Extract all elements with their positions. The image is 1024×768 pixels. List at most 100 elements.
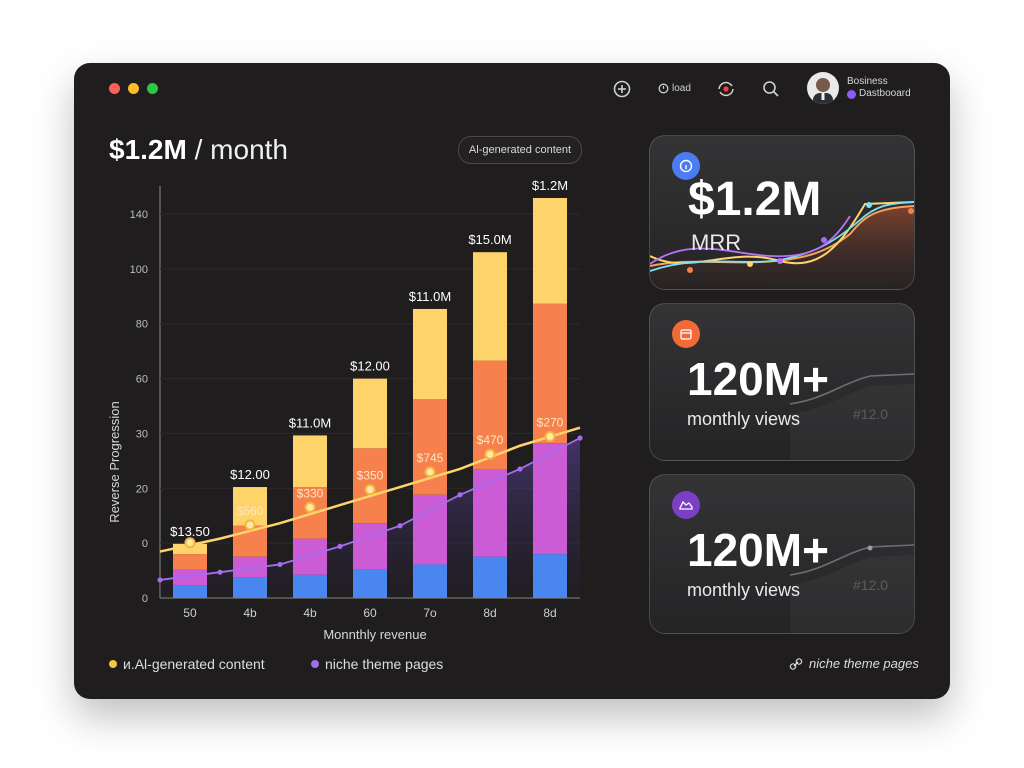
views-label-1: monthly views	[687, 409, 801, 429]
bar-top-label: $11.0M	[409, 289, 451, 304]
legend-item-ai[interactable]: и.Al-generated content	[109, 656, 265, 672]
niche-pages-link-label: niche theme pages	[809, 656, 919, 671]
bar-segment	[233, 556, 267, 578]
revenue-chart: 0 0 20 30 60 80 100 140 $13.50 50 $12.00 4b $11.0M 4b…	[107, 178, 583, 642]
y-tick-label: 20	[136, 483, 148, 495]
bar-segment	[473, 468, 507, 557]
bar-segment	[533, 554, 567, 598]
bar-segment	[173, 585, 207, 598]
trend-point-yellow	[184, 537, 196, 549]
bar-segment	[533, 443, 567, 555]
close-window-button[interactable]	[109, 83, 120, 94]
bar-mid-label: $745	[417, 451, 444, 465]
views-card-2[interactable]: 120M+ monthly views #12.0	[649, 474, 915, 634]
bar-top-label: $13.50	[170, 524, 210, 539]
x-axis-label: Monnthly revenue	[323, 627, 426, 642]
trend-point-yellow	[304, 501, 316, 513]
profile-line2: Dastbooard	[859, 88, 911, 99]
maximize-window-button[interactable]	[147, 83, 158, 94]
views-trend-chart-1	[789, 373, 914, 460]
bar-segment	[353, 523, 387, 570]
views-ghost-value-1: #12.0	[853, 406, 889, 422]
calendar-icon	[672, 320, 700, 348]
bar-mid-label: $350	[357, 469, 384, 483]
add-icon[interactable]	[612, 79, 632, 99]
info-icon	[672, 152, 700, 180]
revenue-amount: $1.2M	[109, 134, 187, 165]
bar-segment	[413, 564, 447, 598]
ai-content-pill[interactable]: Al-generated content	[458, 136, 582, 164]
bar-segment	[533, 198, 567, 304]
search-icon[interactable]	[761, 79, 781, 99]
sync-icon[interactable]	[715, 79, 737, 99]
mrr-label: MRR	[691, 230, 742, 255]
legend-label-niche: niche theme pages	[325, 656, 444, 672]
x-tick-label: 8d	[483, 606, 496, 620]
views-value-2: 120M+	[687, 524, 829, 576]
avatar[interactable]	[807, 72, 839, 104]
views-value-1: 120M+	[687, 353, 829, 405]
trend-point-yellow	[544, 431, 556, 443]
y-tick-label: 100	[130, 264, 148, 276]
bar-segment	[533, 303, 567, 444]
bar-segment	[353, 569, 387, 598]
bar-segment	[293, 435, 327, 488]
views-trend-chart-2	[789, 544, 914, 633]
load-button[interactable]: load	[658, 83, 691, 94]
bar-segment	[233, 487, 267, 526]
revenue-period: / month	[194, 134, 288, 165]
bar-mid-label: $330	[297, 486, 324, 500]
mrr-card[interactable]: $1.2M MRR	[649, 135, 915, 290]
bar-mid-label: $470	[477, 433, 504, 447]
bar-segment	[293, 574, 327, 598]
y-tick-label: 60	[136, 374, 148, 386]
link-icon	[789, 657, 803, 670]
views-card-1[interactable]: 120M+ monthly views #12.0	[649, 303, 915, 461]
trend-point-purple	[337, 543, 343, 549]
mrr-trend-chart	[650, 201, 914, 289]
views-label-2: monthly views	[687, 580, 801, 600]
profile-line1: Bosiness	[847, 76, 888, 87]
minimize-window-button[interactable]	[128, 83, 139, 94]
x-tick-label: 4b	[303, 606, 317, 620]
niche-pages-link[interactable]: niche theme pages	[789, 656, 919, 671]
trend-point-purple	[577, 435, 583, 441]
x-tick-label: 50	[183, 606, 197, 620]
trend-point-yellow	[484, 448, 496, 460]
status-dot-icon	[847, 89, 856, 99]
trend-point-yellow	[364, 484, 376, 496]
bar-top-label: $11.0M	[289, 415, 331, 430]
y-axis-label: Reverse Progression	[107, 401, 122, 522]
trend-point-yellow	[244, 519, 256, 531]
profile-info[interactable]: Bosiness Dastbooard	[847, 76, 911, 100]
legend-item-niche[interactable]: niche theme pages	[311, 656, 443, 672]
bar-segment	[413, 494, 447, 565]
bar-segment	[173, 569, 207, 586]
bar-top-label: $12.00	[230, 467, 270, 482]
y-tick-label: 80	[136, 319, 148, 331]
trend-point-purple	[157, 577, 163, 583]
bar-mid-label: $560	[237, 504, 264, 518]
bar-segment	[473, 556, 507, 598]
x-tick-label: 4b	[243, 606, 257, 620]
trend-line-purple	[159, 437, 581, 581]
bar-top-label: $1.2M	[532, 178, 568, 193]
bar-segment	[293, 538, 327, 575]
mrr-value: $1.2M	[688, 173, 822, 226]
y-tick-label: 0	[142, 538, 148, 550]
trend-point-purple	[397, 523, 403, 529]
bar-top-label: $15.0M	[468, 232, 511, 247]
shoe-icon	[672, 491, 700, 519]
trend-point-purple	[457, 492, 463, 498]
bar-segment	[233, 577, 267, 598]
user-avatar-icon	[813, 78, 833, 104]
trend-lines	[157, 426, 583, 583]
bar-segment	[353, 378, 387, 449]
load-label: load	[672, 83, 691, 94]
legend-dot-icon	[109, 660, 117, 668]
views-ghost-value-2: #12.0	[853, 577, 889, 593]
trend-line-yellow	[159, 426, 581, 553]
y-tick-label: 0	[142, 593, 148, 605]
legend-label-ai: и.Al-generated content	[123, 656, 265, 672]
trend-point-purple	[517, 466, 523, 472]
